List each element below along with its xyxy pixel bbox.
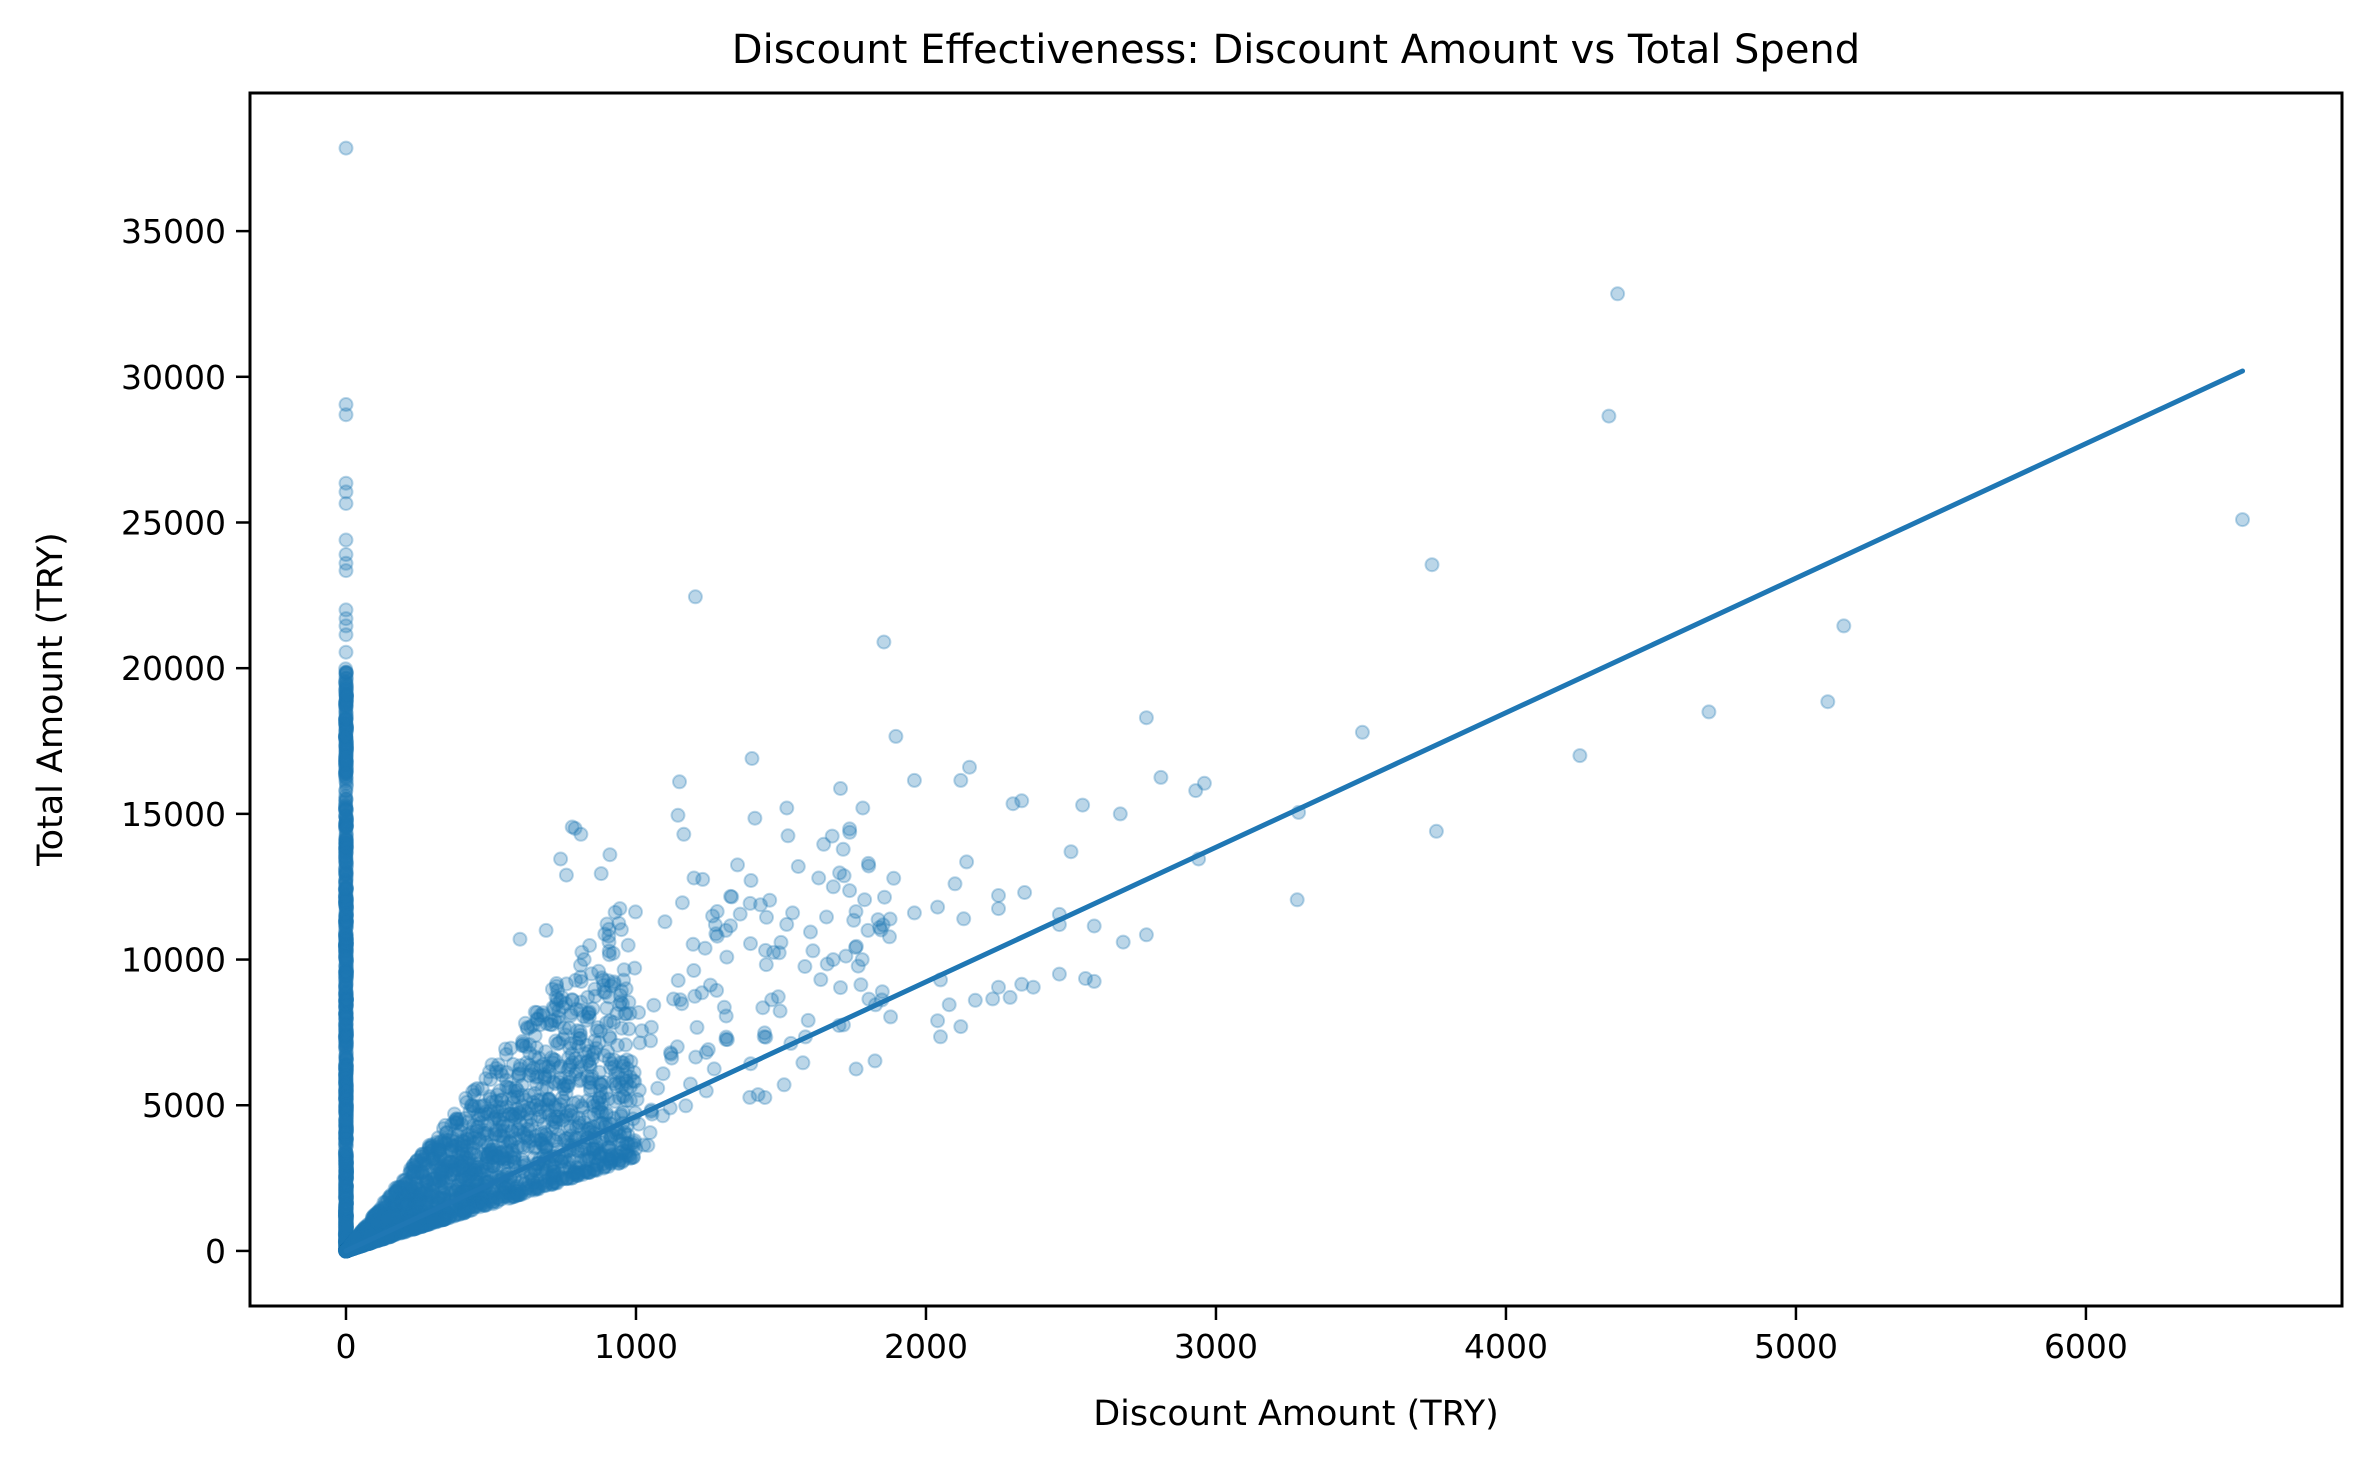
y-axis-label: Total Amount (TRY) [31, 532, 71, 867]
y-tick-label: 0 [205, 1232, 226, 1271]
regression-line [343, 368, 2246, 1254]
y-tick-label: 25000 [121, 503, 226, 542]
y-tick-label: 10000 [121, 941, 226, 980]
y-tick-label: 30000 [121, 358, 226, 397]
x-axis-ticks: 0 1000 2000 3000 4000 5000 6000 [335, 1306, 2128, 1366]
x-tick-label: 5000 [1754, 1327, 1838, 1366]
x-tick-label: 2000 [884, 1327, 968, 1366]
plot-area [337, 140, 2250, 1259]
y-tick-label: 20000 [121, 649, 226, 688]
y-tick-label: 5000 [142, 1086, 226, 1125]
x-tick-label: 6000 [2044, 1327, 2128, 1366]
chart-title: Discount Effectiveness: Discount Amount … [732, 27, 1860, 73]
y-axis-ticks: 0 5000 10000 15000 20000 25000 30000 35000 [121, 212, 250, 1271]
y-tick-label: 15000 [121, 795, 226, 834]
y-tick-label: 35000 [121, 212, 226, 251]
scatter-points [337, 140, 2250, 1259]
plot-frame [248, 91, 2344, 1308]
x-tick-label: 1000 [594, 1327, 678, 1366]
x-tick-label: 0 [335, 1327, 356, 1366]
x-axis-label: Discount Amount (TRY) [1093, 1394, 1499, 1434]
x-tick-label: 4000 [1464, 1327, 1548, 1366]
x-tick-label: 3000 [1174, 1327, 1258, 1366]
